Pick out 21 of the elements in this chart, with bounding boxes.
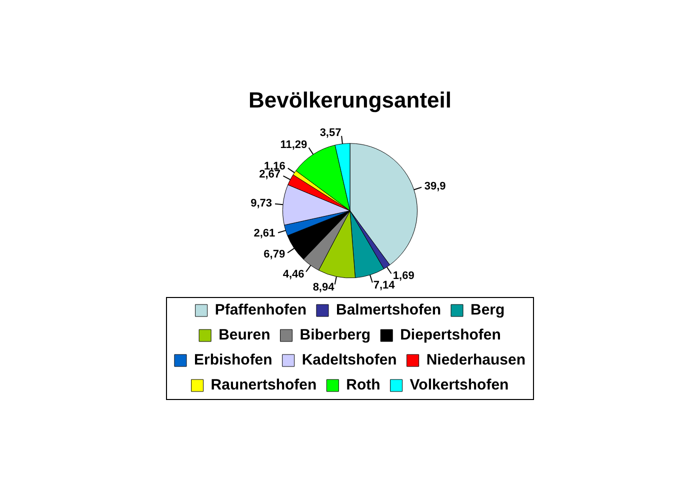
legend-label: Niederhausen (426, 352, 526, 369)
legend-label: Diepertshofen (400, 326, 501, 344)
data-label: 2,61 (254, 228, 276, 240)
legend-label: Berg (470, 302, 505, 319)
legend-label: Pfaffenhofen (214, 302, 306, 319)
data-label: 39,9 (424, 180, 446, 192)
legend-label: Roth (346, 376, 380, 394)
legend-label: Biberberg (300, 326, 371, 344)
data-label: 3,57 (320, 126, 342, 139)
chart-title: Bevölkerungsanteil (248, 87, 452, 112)
legend-label: Volkertshofen (410, 376, 509, 394)
legend-label: Balmertshofen (336, 302, 442, 319)
data-label: 6,79 (264, 248, 286, 260)
data-label: 8,94 (312, 281, 336, 294)
data-label: 4,46 (282, 268, 304, 280)
legend-label: Beuren (218, 326, 270, 344)
data-label: 11,29 (280, 139, 308, 152)
legend-label: Erbishofen (194, 352, 272, 369)
data-label: 9,73 (250, 198, 272, 210)
legend-label: Raunertshofen (210, 376, 317, 394)
legend-label: Kadeltshofen (302, 352, 397, 369)
